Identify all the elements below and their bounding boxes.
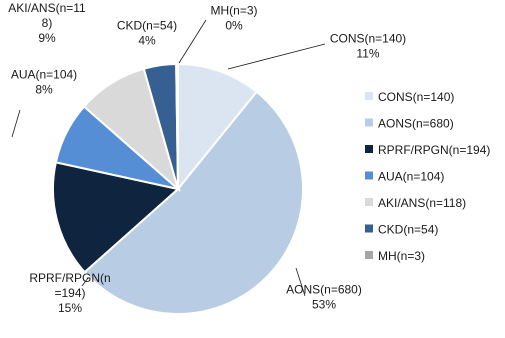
data-label-3: RPRF/RPGN(n =194) 15% xyxy=(29,271,110,315)
data-label-5: AKI/ANS(n=11 8) 9% xyxy=(8,1,86,45)
data-label-2: AONS(n=680) 53% xyxy=(286,283,362,312)
legend-label-2: AONS(n=680) xyxy=(378,117,454,131)
data-label-1: CONS(n=140) 11% xyxy=(330,32,406,61)
pie-slice-7 xyxy=(175,62,179,190)
leader-line-7 xyxy=(178,19,207,64)
legend: CONS(n=140) AONS(n=680) RPRF/RPGN(n=194) AU… xyxy=(365,90,490,263)
leader-line-4 xyxy=(11,109,21,138)
legend-swatch-6 xyxy=(365,224,373,233)
data-label-6: CKD(n=54) 4% xyxy=(117,19,177,48)
legend-label-7: MH(n=3) xyxy=(378,249,425,263)
legend-label-6: CKD(n=54) xyxy=(378,223,438,237)
data-labels: CONS(n=140) 11% AONS(n=680) 53% RPRF/RPGN(n =… xyxy=(8,1,406,315)
legend-swatch-7 xyxy=(365,251,373,259)
pie-slice-3 xyxy=(52,161,181,274)
leader-lines xyxy=(11,19,326,297)
legend-label-1: CONS(n=140) xyxy=(378,90,454,104)
legend-swatch-4 xyxy=(365,171,373,180)
legend-swatch-1 xyxy=(365,92,373,100)
leader-line-3 xyxy=(81,277,89,287)
leader-line-1 xyxy=(227,43,326,70)
legend-swatch-5 xyxy=(365,198,373,206)
legend-label-4: AUA(n=104) xyxy=(378,170,444,184)
legend-label-5: AKI/ANS(n=118) xyxy=(378,196,466,210)
pie-slice-1 xyxy=(177,62,259,192)
legend-label-3: RPRF/RPGN(n=194) xyxy=(378,143,490,157)
leader-line-2 xyxy=(295,267,306,297)
data-label-7: MH(n=3) 0% xyxy=(210,4,257,33)
pie-slices xyxy=(52,62,304,315)
legend-swatch-3 xyxy=(365,145,373,153)
data-label-4: AUA(n=104) 8% xyxy=(11,68,77,97)
legend-swatch-2 xyxy=(365,118,373,127)
pie-slice-2 xyxy=(83,90,304,315)
